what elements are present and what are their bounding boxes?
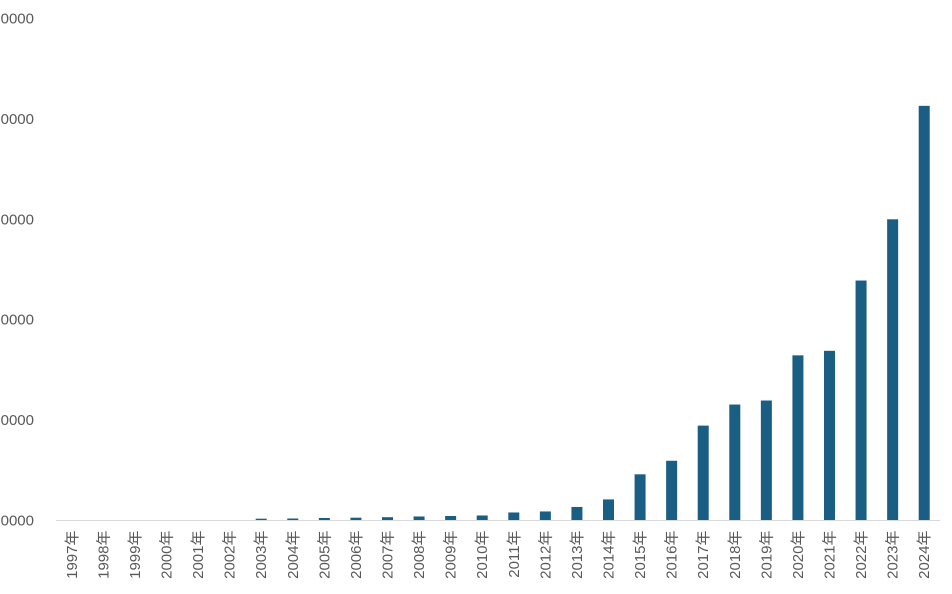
- x-tick-label: 2017年: [695, 531, 712, 579]
- x-tick-label: 1997年: [64, 531, 81, 579]
- x-tick-label: 2003年: [253, 531, 270, 579]
- bars: [255, 105, 930, 521]
- bar-2015年: [634, 474, 646, 521]
- y-tick-label: 0000: [1, 111, 34, 128]
- bar-2007年: [382, 517, 393, 521]
- bar-2011年: [508, 512, 520, 521]
- x-tick-label: 2019年: [758, 531, 775, 579]
- x-tick-label: 2013年: [569, 531, 586, 579]
- bar-2005年: [318, 517, 330, 521]
- x-tick-label: 2012年: [537, 531, 554, 579]
- x-tick-label: 2015年: [632, 531, 649, 579]
- x-tick-label: 1998年: [95, 531, 112, 579]
- x-tick-label: 1999年: [127, 531, 144, 579]
- bar-2004年: [287, 518, 299, 521]
- x-tick-label: 2023年: [885, 531, 902, 579]
- bar-2009年: [445, 515, 457, 521]
- y-tick-label: 0000: [1, 11, 34, 28]
- bar-2016年: [666, 460, 678, 521]
- x-tick-label: 2006年: [348, 531, 365, 579]
- x-tick-label: 2010年: [474, 531, 491, 579]
- bar-2019年: [760, 400, 772, 521]
- y-axis: 0000 0000 0000 0000 0000 0000: [1, 11, 34, 530]
- bar-2020年: [792, 355, 804, 521]
- bar-2021年: [824, 350, 835, 521]
- x-tick-label: 2001年: [190, 531, 207, 579]
- x-tick-label: 2018年: [727, 531, 744, 579]
- x-tick-label: 2022年: [853, 531, 870, 579]
- bar-2006年: [350, 517, 362, 521]
- x-tick-label: 2005年: [316, 531, 333, 579]
- y-tick-label: 0000: [1, 412, 34, 429]
- bar-2022年: [855, 280, 867, 521]
- bar-2010年: [476, 515, 488, 521]
- x-tick-label: 2016年: [664, 531, 681, 579]
- y-tick-label: 0000: [1, 211, 34, 228]
- bar-2014年: [603, 499, 614, 521]
- bar-2018年: [729, 404, 741, 521]
- bar-2023年: [887, 219, 899, 521]
- x-tick-label: 2011年: [506, 531, 523, 578]
- y-tick-label: 0000: [1, 312, 34, 329]
- x-tick-label: 2002年: [222, 531, 239, 579]
- y-tick-label: 0000: [1, 513, 34, 530]
- x-axis: 1997年 1998年 1999年 2000年 2001年 2002年 2003年 2004年…: [64, 531, 933, 579]
- x-tick-label: 2021年: [822, 531, 839, 579]
- x-tick-label: 2004年: [285, 531, 302, 579]
- bar-2013年: [571, 506, 583, 521]
- x-tick-label: 2009年: [443, 531, 460, 579]
- x-tick-label: 2000年: [159, 531, 176, 579]
- x-tick-label: 2014年: [601, 531, 618, 579]
- bar-2017年: [697, 425, 709, 521]
- x-tick-label: 2024年: [916, 531, 933, 579]
- x-tick-label: 2007年: [380, 531, 397, 579]
- x-tick-label: 2008年: [411, 531, 428, 579]
- bar-2003年: [255, 518, 267, 521]
- x-tick-label: 2020年: [790, 531, 807, 579]
- bar-2008年: [413, 516, 425, 521]
- bar-2024年: [918, 105, 930, 521]
- bar-2012年: [539, 511, 551, 521]
